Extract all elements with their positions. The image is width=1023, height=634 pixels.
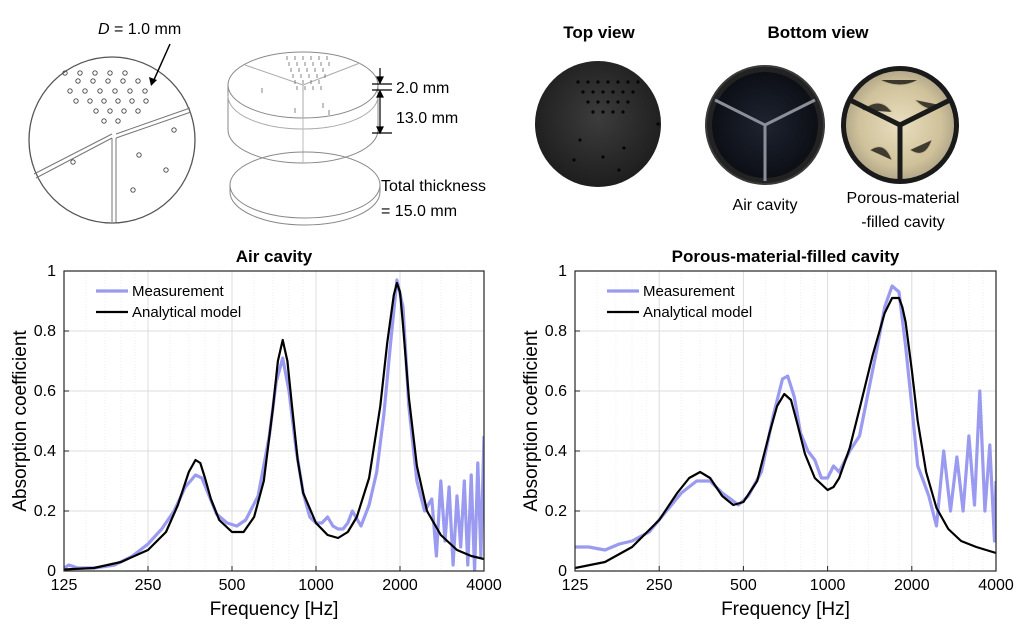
y-tick-label: 0.4 [34, 443, 56, 460]
hole-pointer-arrow [152, 43, 171, 83]
y-axis-label: Absorption coefficient [521, 330, 542, 512]
plot-frame [574, 270, 997, 572]
chart-title: Air cavity [236, 247, 313, 266]
x-tick-label: 4000 [978, 577, 1014, 594]
x-tick-label: 1000 [810, 577, 846, 594]
hole-pointer-arrowhead [149, 77, 157, 86]
photo-top-view [535, 61, 661, 187]
x-tick-label: 125 [51, 577, 78, 594]
y-tick-label: 0.8 [34, 323, 56, 340]
chart-title: Porous-material-filled cavity [672, 247, 900, 266]
x-tick-label: 2000 [382, 577, 418, 594]
legend-label: Measurement [132, 283, 225, 300]
bottom-view-title: Bottom view [767, 23, 869, 42]
legend-label: Analytical model [643, 304, 752, 321]
air-cavity-caption: Air cavity [733, 197, 798, 214]
hole-diameter-label: D = 1.0 mm [98, 21, 181, 38]
legend-label: Analytical model [132, 304, 241, 321]
top-view-title: Top view [563, 23, 635, 42]
y-tick-label: 0 [47, 563, 56, 580]
y-tick-label: 1 [47, 263, 56, 280]
y-tick-label: 1 [558, 263, 567, 280]
x-tick-label: 500 [219, 577, 246, 594]
x-tick-label: 125 [562, 577, 589, 594]
y-axis-label: Absorption coefficient [10, 330, 31, 512]
series-line-analytical-model [64, 281, 484, 571]
legend: Measurement Analytical model [96, 283, 241, 321]
x-tick-label: 4000 [466, 577, 502, 594]
photo-bottom-porous-cavity [841, 66, 959, 184]
y-tick-label: 0.2 [34, 503, 56, 520]
total-thickness-line2: = 15.0 mm [381, 203, 457, 220]
x-tick-label: 1000 [298, 577, 334, 594]
thickness-dimension-marks [372, 68, 392, 135]
x-axis-label: Frequency [Hz] [210, 599, 339, 620]
chart-air-cavity: Air cavity 125 250 500 1000 2000 4000 0 0.2 0.4 0.… [10, 247, 502, 620]
x-tick-label: 2000 [894, 577, 930, 594]
y-tick-label: 0 [558, 563, 567, 580]
disk-top-view-drawing [28, 56, 196, 224]
legend: Measurement Analytical model [607, 283, 752, 321]
y-tick-label: 0.6 [545, 383, 567, 400]
grid-lines [575, 271, 996, 571]
series-line-measurement [64, 278, 484, 571]
porous-caption-line1: Porous-material [847, 190, 960, 207]
y-tick-label: 0.2 [545, 503, 567, 520]
series-line-measurement [575, 284, 996, 552]
x-tick-label: 500 [730, 577, 757, 594]
series-line-analytical-model [575, 296, 996, 570]
x-tick-label: 250 [135, 577, 162, 594]
plot-frame [63, 270, 485, 572]
sample-schematic: D = 1.0 mm 2.0 mm 13.0 mm Total thicknes… [28, 21, 486, 226]
cavity-depth: 13.0 mm [396, 110, 458, 127]
legend-label: Measurement [643, 283, 736, 300]
sample-photos: Top view Bottom view Air cavity Poro [535, 23, 960, 231]
y-tick-label: 0.4 [545, 443, 567, 460]
porous-caption-line2: -filled cavity [861, 214, 945, 231]
y-tick-label: 0.6 [34, 383, 56, 400]
y-tick-label: 0.8 [545, 323, 567, 340]
x-tick-label: 250 [646, 577, 673, 594]
photo-bottom-air-cavity [705, 65, 825, 185]
cylinder-3d-drawing [227, 51, 381, 226]
x-axis-label: Frequency [Hz] [721, 599, 850, 620]
top-plate-thickness: 2.0 mm [396, 80, 449, 97]
total-thickness-line1: Total thickness [381, 178, 486, 195]
grid-lines [64, 271, 484, 571]
